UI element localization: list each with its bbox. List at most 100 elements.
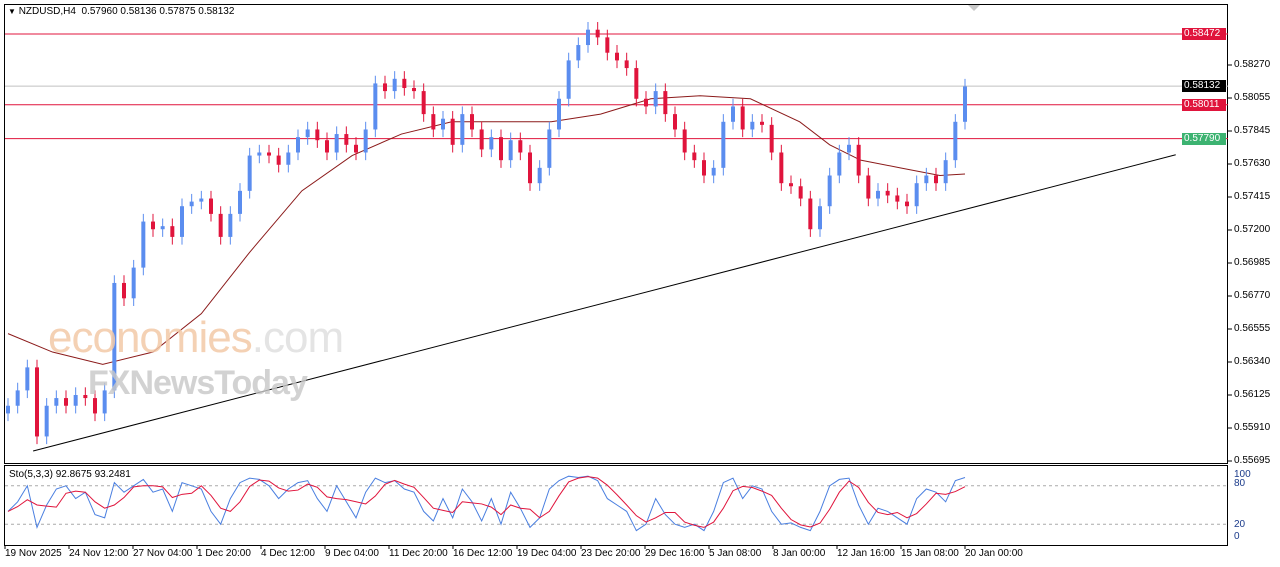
- candle: [180, 198, 184, 245]
- candle-body: [779, 152, 784, 184]
- candle: [760, 114, 764, 133]
- candle-body: [180, 206, 184, 237]
- candle-body: [431, 114, 436, 130]
- candle: [682, 121, 687, 161]
- candle: [247, 147, 252, 199]
- candle: [296, 129, 300, 161]
- candle-body: [257, 152, 262, 156]
- candle: [344, 126, 349, 153]
- candle: [402, 71, 407, 96]
- candle: [557, 91, 561, 138]
- candle-body: [702, 160, 706, 176]
- candle-body: [798, 186, 803, 199]
- time-tick-label: 9 Dec 04:00: [325, 548, 379, 559]
- candle: [189, 193, 194, 214]
- candle: [624, 52, 629, 76]
- candle-body: [914, 183, 919, 207]
- candle: [595, 22, 600, 46]
- candle-body: [383, 83, 387, 92]
- candle: [44, 398, 49, 445]
- candle-body: [895, 195, 900, 202]
- candle-body: [141, 221, 146, 268]
- candle: [102, 382, 107, 422]
- candle: [934, 167, 938, 191]
- candle: [856, 137, 861, 184]
- price-tick-label: 0.56340: [1234, 356, 1271, 367]
- candle-body: [499, 137, 503, 161]
- candle-body: [238, 190, 242, 214]
- dropdown-triangle-icon[interactable]: ▼: [8, 7, 16, 16]
- candle: [373, 75, 378, 138]
- candle: [363, 121, 368, 161]
- candle: [83, 387, 88, 406]
- candle: [64, 390, 68, 414]
- candle-body: [566, 60, 571, 99]
- candle-body: [373, 83, 378, 130]
- candle-body: [885, 190, 890, 196]
- shift-marker-icon[interactable]: [968, 5, 980, 11]
- candle: [160, 218, 165, 237]
- candle-body: [644, 98, 648, 107]
- candle: [827, 167, 832, 214]
- candle: [489, 129, 494, 158]
- chart-header: ▼ NZDUSD,H4 0.57960 0.58136 0.57875 0.58…: [8, 6, 234, 18]
- candle: [450, 111, 455, 153]
- candle: [798, 178, 803, 207]
- candle-body: [537, 167, 542, 184]
- candle: [740, 98, 745, 138]
- candle-body: [25, 367, 30, 391]
- candle: [914, 175, 919, 214]
- candle-body: [470, 114, 474, 130]
- price-tag: 0.57790: [1182, 132, 1226, 145]
- candle: [905, 193, 909, 214]
- candle: [383, 75, 387, 99]
- candle-body: [615, 52, 619, 61]
- stochastic-level-label: 20: [1234, 519, 1246, 530]
- candle: [334, 126, 339, 161]
- candle-body: [460, 114, 465, 145]
- watermark-economies-name: economies: [48, 313, 253, 362]
- candle-body: [634, 68, 639, 99]
- candle-body: [673, 114, 677, 130]
- candle: [866, 167, 871, 207]
- time-tick-label: 12 Jan 16:00: [837, 548, 895, 559]
- candle-body: [557, 98, 561, 130]
- candle: [953, 114, 958, 168]
- price-tick-label: 0.56770: [1234, 290, 1271, 301]
- candle-body: [276, 155, 281, 165]
- candle-body: [170, 226, 175, 237]
- candle-body: [489, 137, 494, 150]
- price-tag: 0.58472: [1182, 27, 1226, 40]
- candle-body: [769, 124, 774, 153]
- trendline[interactable]: [33, 154, 1176, 452]
- candle-body: [586, 29, 590, 46]
- candle-body: [653, 91, 658, 107]
- candle: [692, 144, 697, 168]
- stochastic-label: Sto(5,3,3) 92.8675 93.2481: [9, 469, 131, 480]
- stochastic-level-label: 80: [1234, 478, 1246, 489]
- time-tick-label: 4 Dec 12:00: [261, 548, 315, 559]
- candle-body: [479, 129, 484, 150]
- time-tick-label: 20 Jan 00:00: [965, 548, 1023, 559]
- time-tick-label: 24 Nov 12:00: [69, 548, 129, 559]
- price-tick-label: 0.58055: [1234, 92, 1271, 103]
- candle-body: [692, 152, 697, 161]
- candle: [25, 359, 30, 399]
- candle-body: [296, 137, 300, 153]
- candle: [789, 175, 793, 194]
- candle-body: [711, 167, 716, 176]
- candle-body: [73, 395, 78, 406]
- price-tick-label: 0.57630: [1234, 158, 1271, 169]
- candle: [702, 152, 706, 184]
- candle: [586, 22, 590, 53]
- candle-body: [209, 198, 213, 214]
- candle: [199, 190, 204, 210]
- candle: [673, 106, 677, 138]
- candle: [431, 106, 436, 138]
- candle-body: [731, 106, 735, 122]
- candle: [441, 111, 445, 138]
- candle: [421, 83, 426, 122]
- candle-body: [305, 129, 310, 138]
- candle: [228, 206, 233, 245]
